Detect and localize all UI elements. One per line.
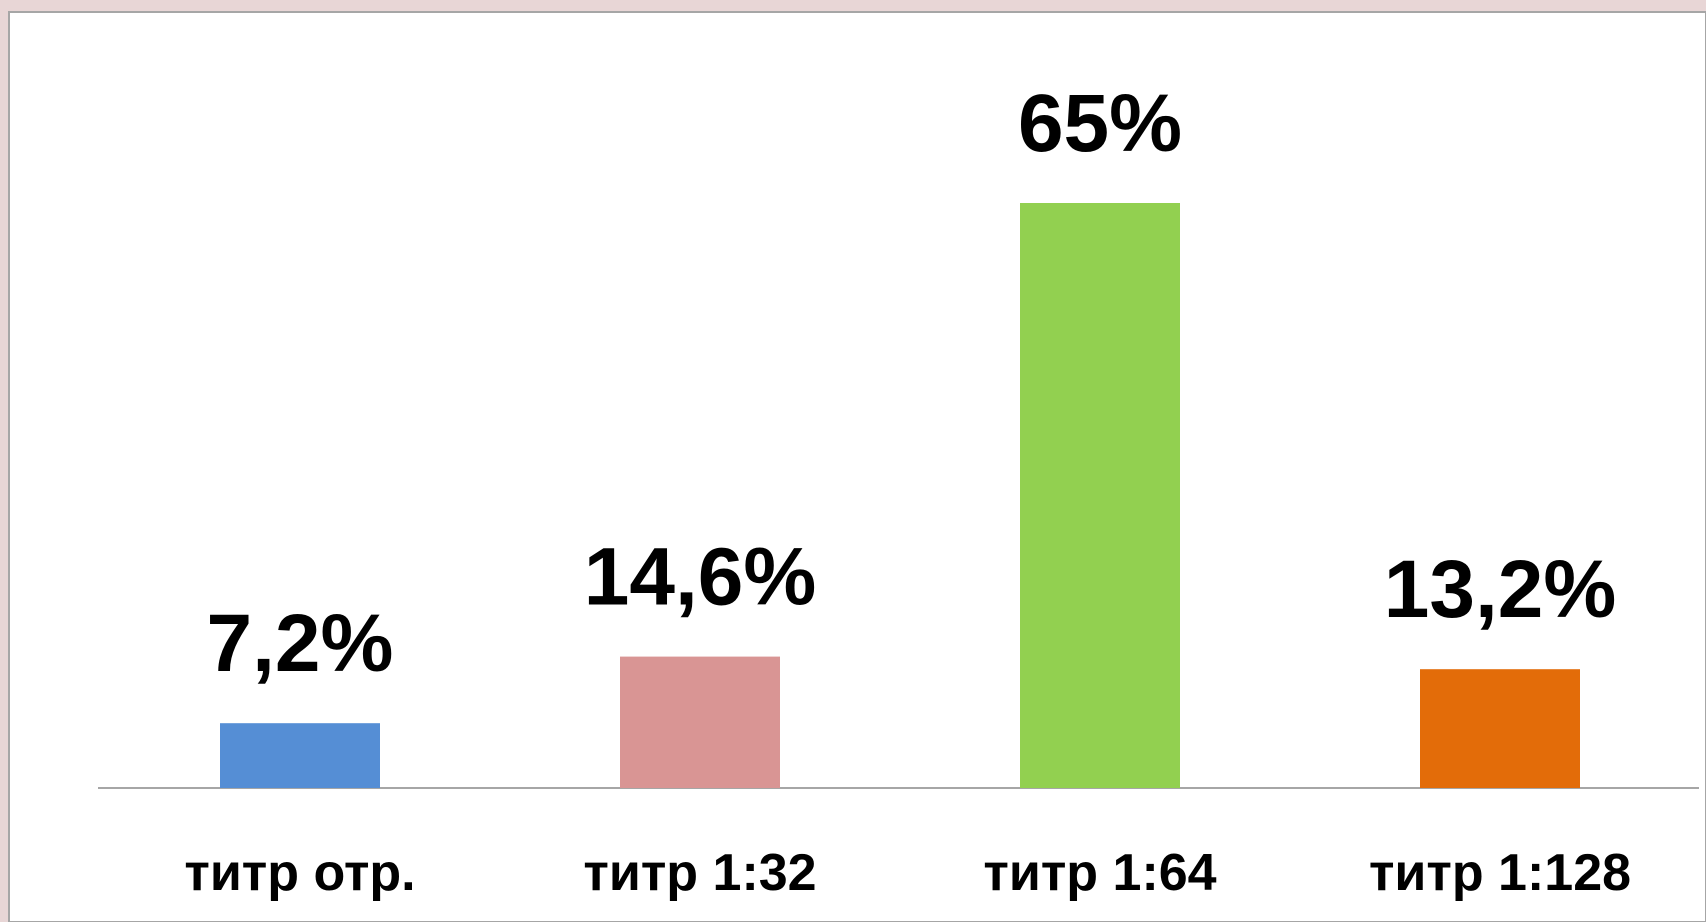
value-label: 65% (1018, 78, 1182, 169)
value-label: 13,2% (1384, 544, 1617, 635)
x-tick-label: титр 1:128 (1369, 844, 1631, 902)
bar (620, 656, 780, 788)
x-tick-label: титр отр. (184, 844, 415, 902)
bar (1020, 203, 1180, 788)
x-tick-label: титр 1:64 (983, 844, 1216, 902)
x-tick-label: титр 1:32 (583, 844, 816, 902)
value-label: 14,6% (584, 532, 817, 623)
bar (1420, 669, 1580, 788)
value-label: 7,2% (207, 598, 394, 689)
bar (220, 723, 380, 788)
